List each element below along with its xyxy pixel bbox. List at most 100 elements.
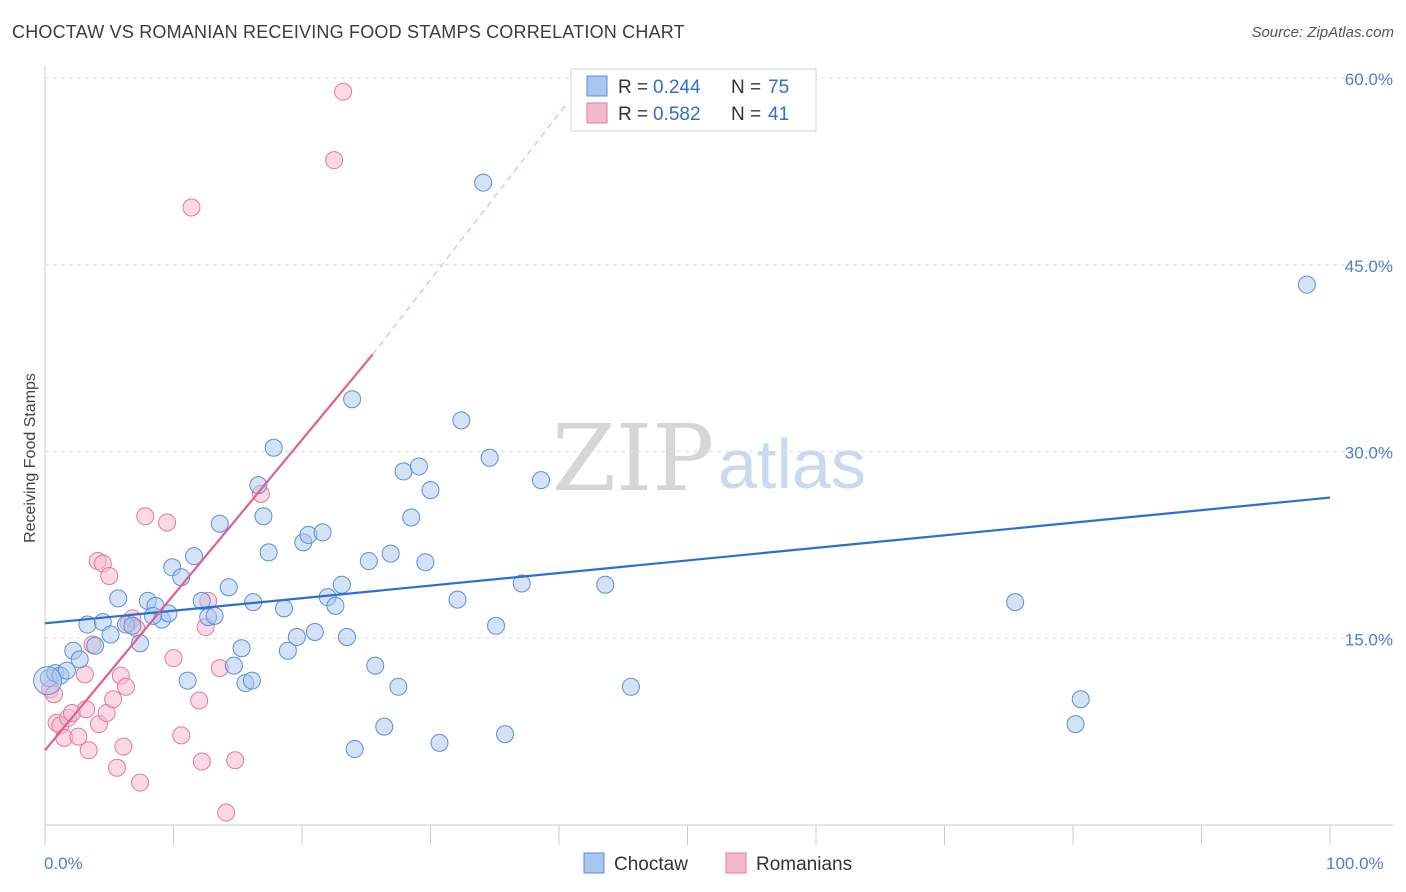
choctaw-point-30 bbox=[242, 671, 261, 690]
choctaw-point-34 bbox=[264, 438, 283, 457]
romanian-point-35 bbox=[217, 803, 236, 822]
source-label: Source: ZipAtlas.com bbox=[1251, 24, 1394, 41]
choctaw-point-46 bbox=[343, 390, 362, 409]
y-axis-title: Receiving Food Stamps bbox=[22, 373, 39, 543]
axes bbox=[44, 66, 1393, 845]
romanian-point-29 bbox=[182, 198, 201, 217]
choctaw-point-56 bbox=[416, 553, 435, 572]
choctaw-point-12 bbox=[123, 616, 142, 635]
choctaw-point-66 bbox=[532, 471, 551, 490]
choctaw-point-69 bbox=[1006, 593, 1025, 612]
choctaw-point-60 bbox=[452, 411, 471, 430]
choctaw-point-40 bbox=[305, 623, 324, 642]
choctaw-trend-line bbox=[44, 496, 1331, 625]
romanian-points bbox=[41, 82, 353, 822]
romanian-point-20 bbox=[116, 677, 135, 696]
choctaw-point-67 bbox=[596, 575, 615, 594]
bottom-legend-swatch-choctaw bbox=[583, 852, 605, 874]
choctaw-point-44 bbox=[332, 575, 351, 594]
choctaw-point-33 bbox=[259, 543, 278, 562]
choctaw-point-61 bbox=[474, 173, 493, 192]
choctaw-point-32 bbox=[254, 507, 273, 526]
choctaw-point-36 bbox=[278, 641, 297, 660]
legend-n-value-2: 41 bbox=[768, 104, 789, 125]
romanian-point-24 bbox=[131, 773, 150, 792]
romanian-point-27 bbox=[164, 649, 183, 668]
romanian-point-25 bbox=[136, 507, 155, 526]
choctaw-point-37 bbox=[287, 628, 306, 647]
choctaw-point-57 bbox=[421, 481, 440, 500]
y-tick-label-3: 60.0% bbox=[1345, 70, 1393, 89]
choctaw-point-45 bbox=[337, 628, 356, 647]
legend-box: R = 0.244 N = 75 R = 0.582 N = 41 bbox=[570, 68, 817, 132]
romanian-point-17 bbox=[107, 758, 126, 777]
romanian-point-38 bbox=[325, 151, 344, 170]
watermark-atlas: atlas bbox=[718, 425, 866, 503]
choctaw-point-35 bbox=[275, 599, 294, 618]
watermark-zip: ZIP bbox=[552, 405, 714, 512]
gridlines bbox=[45, 77, 1393, 639]
legend-r-value-1: 0.244 bbox=[653, 77, 701, 98]
romanian-point-36 bbox=[226, 751, 245, 770]
choctaw-point-58 bbox=[430, 733, 449, 752]
choctaw-point-10 bbox=[109, 589, 128, 608]
romanian-point-39 bbox=[334, 82, 353, 101]
legend-n-label-1: N = bbox=[731, 77, 761, 98]
choctaw-point-48 bbox=[359, 552, 378, 571]
choctaw-points bbox=[33, 173, 1316, 759]
romanian-point-28 bbox=[172, 726, 191, 745]
y-tick-label-1: 30.0% bbox=[1345, 444, 1393, 463]
bottom-legend-choctaw: Choctaw bbox=[614, 854, 688, 875]
romanian-point-7 bbox=[69, 727, 88, 746]
choctaw-point-47 bbox=[345, 740, 364, 759]
legend-r-label-2: R = bbox=[618, 104, 648, 125]
x-tick-label-max: 100.0% bbox=[1326, 854, 1384, 873]
bottom-legend-swatch-romanians bbox=[725, 852, 747, 874]
choctaw-point-59 bbox=[448, 590, 467, 609]
choctaw-cluster-point bbox=[33, 666, 63, 696]
y-tick-label-2: 45.0% bbox=[1345, 257, 1393, 276]
romanian-point-9 bbox=[79, 741, 98, 760]
romanian-point-15 bbox=[100, 567, 119, 585]
bottom-legend: Choctaw Romanians bbox=[583, 852, 852, 875]
romanian-point-16 bbox=[104, 690, 123, 709]
y-tick-label-0: 15.0% bbox=[1345, 630, 1393, 649]
choctaw-point-9 bbox=[101, 625, 120, 644]
legend-n-label-2: N = bbox=[731, 104, 761, 125]
choctaw-point-41 bbox=[313, 523, 332, 542]
legend-r-label-1: R = bbox=[618, 77, 648, 98]
choctaw-point-53 bbox=[394, 462, 413, 481]
choctaw-point-24 bbox=[205, 606, 224, 625]
romanian-point-19 bbox=[114, 737, 133, 756]
choctaw-point-63 bbox=[487, 616, 506, 635]
romanian-point-30 bbox=[190, 691, 209, 710]
romanian-point-8 bbox=[75, 665, 94, 684]
choctaw-point-43 bbox=[326, 596, 345, 615]
choctaw-point-21 bbox=[185, 547, 204, 566]
choctaw-point-50 bbox=[375, 717, 394, 736]
trend-lines bbox=[44, 105, 1331, 752]
choctaw-point-27 bbox=[224, 656, 243, 675]
choctaw-point-7 bbox=[86, 636, 105, 655]
romanian-trend-line bbox=[44, 353, 374, 752]
choctaw-point-65 bbox=[512, 574, 531, 593]
legend-swatch-romanians bbox=[586, 102, 608, 124]
choctaw-point-51 bbox=[381, 544, 400, 563]
romanian-point-26 bbox=[158, 513, 177, 532]
choctaw-point-74 bbox=[143, 606, 162, 625]
choctaw-point-28 bbox=[232, 639, 251, 658]
choctaw-point-49 bbox=[366, 656, 385, 675]
choctaw-point-20 bbox=[178, 671, 197, 690]
choctaw-point-68 bbox=[621, 677, 640, 696]
choctaw-point-54 bbox=[402, 508, 421, 527]
choctaw-point-22 bbox=[192, 591, 211, 610]
choctaw-point-71 bbox=[1071, 690, 1090, 709]
x-tick-label-min: 0.0% bbox=[44, 854, 83, 873]
choctaw-point-62 bbox=[480, 448, 499, 467]
choctaw-point-52 bbox=[389, 677, 408, 696]
y-tick-labels: 15.0% 30.0% 45.0% 60.0% bbox=[1345, 70, 1393, 649]
legend-n-value-1: 75 bbox=[768, 77, 789, 98]
choctaw-point-5 bbox=[70, 650, 89, 669]
romanian-trend-extension bbox=[372, 105, 566, 355]
